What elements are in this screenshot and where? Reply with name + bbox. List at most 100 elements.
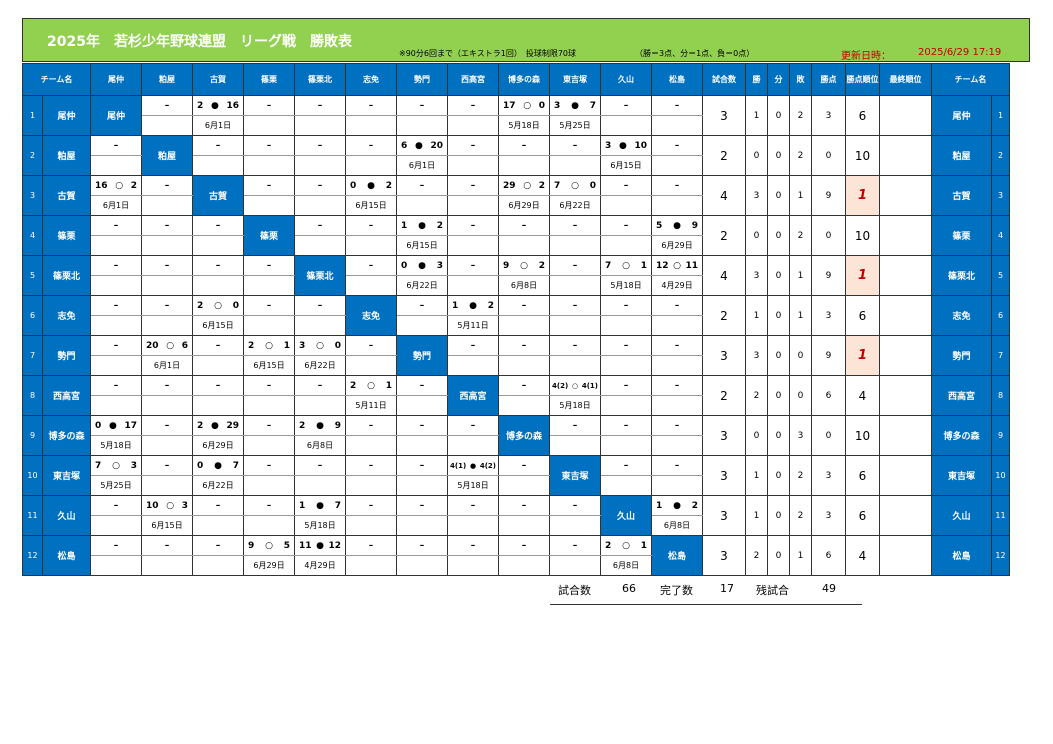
table-row-date: 5月11日 5月18日 [23, 395, 1010, 416]
stat-win: 2 [745, 535, 768, 576]
match-date: 5月11日 [345, 395, 397, 416]
match-date [141, 315, 193, 336]
stat-games: 2 [702, 295, 746, 336]
row-number-right: 5 [991, 255, 1010, 296]
match-result: – [90, 375, 142, 396]
score-home: 0 [95, 420, 102, 431]
match-result: – [345, 415, 397, 436]
result-score: 2 ● 29 [194, 421, 243, 431]
match-date: 6月8日 [600, 555, 652, 576]
match-result: – [192, 335, 244, 356]
diagonal-team-cell: 志免 [345, 295, 397, 336]
match-date: 5月18日 [90, 435, 142, 456]
page-title: 2025年 若杉少年野球連盟 リーグ戦 勝敗表 [47, 34, 352, 50]
match-result: – [192, 215, 244, 236]
match-result: – [549, 255, 601, 276]
result-mark: ● [414, 140, 423, 151]
match-date [90, 315, 142, 336]
summary-remain-label: 残試合 [756, 584, 789, 597]
score-home: 2 [197, 100, 204, 111]
result-mark: ○ [622, 260, 630, 271]
row-number: 10 [22, 455, 43, 496]
match-date [651, 395, 703, 416]
match-date: 5月18日 [447, 475, 499, 496]
table-row-date: 6月1日 6月15日 6月29日 6月22日 [23, 195, 1010, 216]
stat-games: 2 [702, 135, 746, 176]
match-result: – [447, 335, 499, 356]
stat-points: 9 [811, 255, 846, 296]
score-away: 0 [589, 180, 596, 191]
match-date [549, 155, 601, 176]
match-date [396, 395, 448, 416]
score-away: 3 [181, 500, 188, 511]
score-home: 5 [656, 220, 663, 231]
diagonal-team-cell: 久山 [600, 495, 652, 536]
match-date [345, 515, 397, 536]
score-home: 1 [401, 220, 408, 231]
result-mark: ● [108, 420, 117, 431]
stat-draw: 0 [767, 95, 790, 136]
match-result: – [600, 335, 652, 356]
match-result: – [549, 295, 601, 316]
match-date [447, 235, 499, 256]
stat-games: 2 [702, 375, 746, 416]
match-result: – [90, 215, 142, 236]
match-date [345, 155, 397, 176]
match-result: 1 ● 2 [396, 215, 448, 236]
match-result: – [345, 255, 397, 276]
match-result: – [141, 215, 193, 236]
match-date: 6月1日 [192, 115, 244, 136]
match-result: – [600, 175, 652, 196]
result-score: 7 ○ 0 [551, 180, 600, 191]
match-date [549, 315, 601, 336]
stat-points: 0 [811, 415, 846, 456]
result-score: 9 ○ 5 [245, 541, 294, 551]
match-date [498, 355, 550, 376]
row-number-right: 11 [991, 495, 1010, 536]
col-rank-header: 勝点順位 [845, 63, 880, 96]
match-result: – [396, 375, 448, 396]
score-away: 9 [334, 420, 341, 431]
result-score: 2 ● 9 [296, 420, 345, 431]
stat-draw: 0 [767, 535, 790, 576]
row-team-name: 尾仲 [42, 95, 91, 136]
match-date [90, 235, 142, 256]
match-result: – [600, 295, 652, 316]
match-result: – [90, 495, 142, 516]
match-date [294, 235, 346, 256]
match-date: 4月29日 [651, 275, 703, 296]
score-home: 0 [197, 460, 204, 471]
score-home: 4(2) [552, 381, 569, 390]
score-home: 16 [95, 180, 108, 191]
match-date [498, 155, 550, 176]
match-result: – [192, 255, 244, 276]
match-result: 7 ○ 1 [600, 255, 652, 276]
row-number: 3 [22, 175, 43, 216]
row-team-name: 篠栗北 [42, 255, 91, 296]
match-result: 2 ○ 1 [243, 335, 295, 356]
result-score: 5 ● 9 [653, 220, 702, 231]
match-result: 29 ○ 2 [498, 175, 550, 196]
result-mark: ● [571, 100, 579, 111]
match-result: 20 ○ 6 [141, 335, 193, 356]
match-result: – [396, 175, 448, 196]
match-result: – [549, 335, 601, 356]
match-result: – [243, 295, 295, 316]
match-date [141, 195, 193, 216]
match-result: – [549, 495, 601, 516]
stat-loss: 2 [789, 95, 812, 136]
match-date [192, 395, 244, 416]
match-date [294, 195, 346, 216]
match-result: – [294, 295, 346, 316]
row-number: 8 [22, 375, 43, 416]
match-date [345, 115, 397, 136]
result-mark: ● [316, 500, 324, 511]
score-home: 3 [605, 140, 612, 151]
row-team-name-right: 古賀 [931, 175, 992, 216]
match-result: – [396, 495, 448, 516]
stat-win: 1 [745, 295, 768, 336]
match-date [600, 435, 652, 456]
row-team-name: 久山 [42, 495, 91, 536]
match-date: 6月15日 [141, 515, 193, 536]
col-header-team: 博多の森 [498, 63, 550, 96]
